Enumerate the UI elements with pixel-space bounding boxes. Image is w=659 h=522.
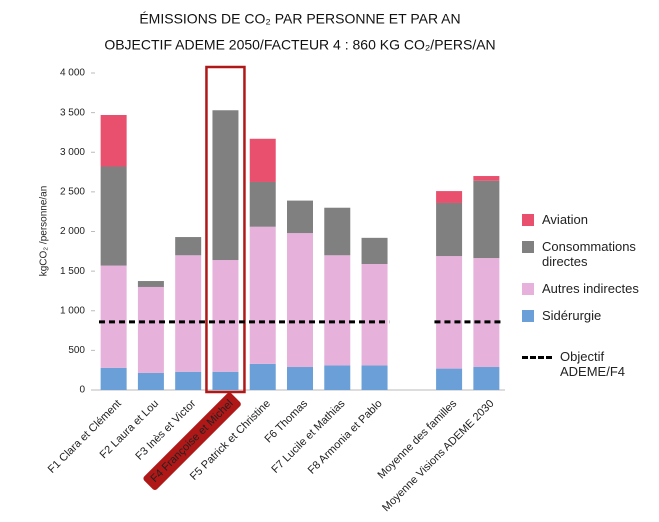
legend-label: Consommations directes: [542, 239, 636, 269]
bar-segment: [287, 367, 313, 390]
legend-label: Aviation: [542, 212, 589, 227]
chart-subtitle: OBJECTIF ADEME 2050/FACTEUR 4 : 860 KG C…: [104, 37, 495, 53]
legend-swatch: [522, 214, 534, 226]
highlight-box: [205, 65, 246, 394]
bar-segment: [287, 200, 313, 234]
bar-segment: [287, 233, 313, 368]
legend-label: Autres indirectes: [542, 281, 639, 296]
bar-segment: [175, 371, 202, 390]
bar-segment: [324, 365, 351, 390]
legend-swatch: [522, 310, 534, 322]
legend: Aviation Consommations directes Autres ind…: [522, 212, 652, 391]
bar-segment: [137, 286, 164, 373]
bar-segment: [249, 181, 276, 227]
chart-title: ÉMISSIONS DE CO₂ PAR PERSONNE ET PAR AN: [139, 11, 460, 27]
y-tick-label: 4 000: [60, 68, 85, 79]
bar-segment: [100, 166, 127, 266]
bar-segment: [100, 367, 127, 390]
bar-segment: [436, 202, 463, 257]
bar-segment: [100, 265, 127, 368]
y-tick-label: 3 500: [60, 107, 85, 118]
x-label-group: F8 Armonia et Pablo: [306, 398, 385, 477]
legend-label: Sidérurgie: [542, 308, 602, 323]
bar-segment: [473, 367, 500, 390]
bar-segment: [324, 255, 351, 366]
bar-segment: [212, 110, 239, 261]
legend-swatch: [522, 283, 534, 295]
bar-segment: [361, 237, 388, 264]
highlight-label-bg: [143, 392, 241, 491]
x-label-group: F1 Clara et Clément: [46, 398, 124, 476]
bar-segment: [249, 363, 276, 390]
legend-item: Objectif ADEME/F4: [522, 349, 652, 379]
bar-segment: [212, 371, 239, 390]
legend-item: Autres indirectes: [522, 281, 652, 296]
bar-segment: [175, 237, 202, 256]
y-tick-label: 0: [79, 385, 85, 396]
y-tick-label: 500: [68, 345, 85, 356]
legend-label: Objectif ADEME/F4: [560, 349, 626, 379]
bar-segment: [436, 368, 463, 390]
legend-item: Consommations directes: [522, 239, 652, 269]
legend-swatch: [522, 356, 552, 359]
bar-segment: [473, 180, 500, 259]
y-tick-label: 2 500: [60, 187, 85, 198]
x-tick-label: F1 Clara et Clément: [46, 398, 124, 476]
legend-item: Sidérurgie: [522, 308, 652, 323]
legend-item: Aviation: [522, 212, 652, 227]
bar-segment: [249, 138, 276, 182]
bar-segment: [212, 260, 239, 372]
bar-segment: [436, 191, 463, 203]
y-tick-label: 2 000: [60, 226, 85, 237]
y-tick-label: 3 000: [60, 147, 85, 158]
x-tick-label: F8 Armonia et Pablo: [306, 398, 385, 477]
y-tick-label: 1 000: [60, 305, 85, 316]
y-tick-label: 1 500: [60, 266, 85, 277]
bar-segment: [436, 256, 463, 369]
bar-segment: [361, 263, 388, 366]
y-axis-label: kgCO₂ /personne/an: [39, 186, 50, 277]
bar-segment: [473, 176, 500, 181]
legend-swatch: [522, 241, 534, 253]
bar-segment: [100, 115, 127, 167]
bar-segment: [137, 372, 164, 390]
bar-segment: [137, 281, 164, 287]
bar-segment: [324, 207, 351, 256]
bar-segment: [249, 226, 276, 364]
bar-segment: [175, 255, 202, 372]
bar-segment: [473, 258, 500, 368]
bar-segment: [361, 365, 388, 390]
